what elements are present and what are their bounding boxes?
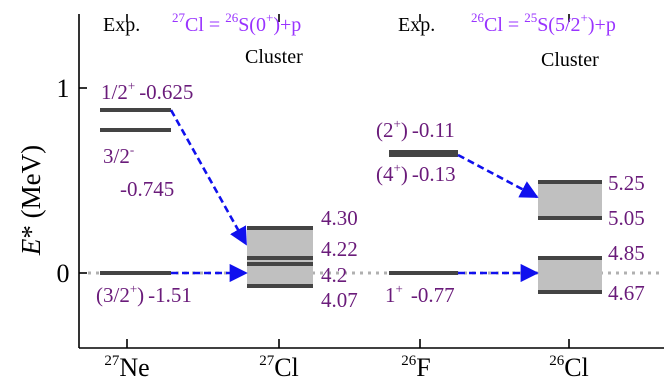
- cl27-label-4-22: 4.22: [321, 237, 358, 261]
- header-right-formula: 26Cl = 25S(5/2+)+p: [471, 10, 616, 36]
- arrow-ne27-to-cl27-excited: [169, 109, 248, 246]
- f26-label-2plus: (2+) -0.11: [376, 116, 455, 142]
- header-right-exp: Exp.: [398, 14, 435, 36]
- cl26-label-4-85: 4.85: [608, 241, 645, 265]
- ne27-label-3-2minus-value: -0.745: [120, 177, 174, 201]
- header-left-formula: 27Cl = 26S(0+)+p: [172, 10, 301, 36]
- cl27-label-4-30: 4.30: [321, 206, 358, 230]
- y-axis-label: E* (MeV): [16, 145, 46, 256]
- cl26-level-band-lower: [538, 258, 602, 292]
- f26-label-4plus: (4+) -0.13: [376, 160, 456, 186]
- f26-level-doublet: [389, 150, 458, 157]
- cl26-label-5-05: 5.05: [608, 206, 645, 230]
- header-right-cluster: Cluster: [541, 49, 599, 71]
- x-tick-label-ne27: 27Ne: [104, 353, 149, 381]
- y-tick-label-1: 1: [57, 74, 70, 103]
- ne27-label-ground: (3/2+) -1.51: [96, 281, 192, 307]
- cl27-label-4-07: 4.07: [321, 288, 358, 312]
- ne27-label-3-2minus-jpi: 3/2-: [103, 142, 134, 168]
- ne27-label-1-2plus: 1/2+ -0.625: [101, 78, 193, 104]
- cl26-label-4-67: 4.67: [608, 281, 645, 305]
- x-tick-label-cl26: 26Cl: [549, 353, 589, 381]
- cl27-label-4-2: 4.2: [321, 263, 347, 287]
- header-left-exp: Exp.: [103, 14, 140, 36]
- x-ticks: [126, 14, 570, 348]
- cl26-label-5-25: 5.25: [608, 171, 645, 195]
- f26-label-ground: 1+ -0.77: [385, 281, 455, 307]
- x-tick-label-f26: 26F: [401, 353, 430, 381]
- arrow-f26-to-cl26-excited: [457, 153, 539, 199]
- cl26-level-band-upper: [538, 182, 602, 218]
- header-left-cluster: Cluster: [245, 46, 303, 68]
- x-tick-label-cl27: 27Cl: [259, 353, 299, 381]
- y-tick-label-0: 0: [57, 259, 70, 288]
